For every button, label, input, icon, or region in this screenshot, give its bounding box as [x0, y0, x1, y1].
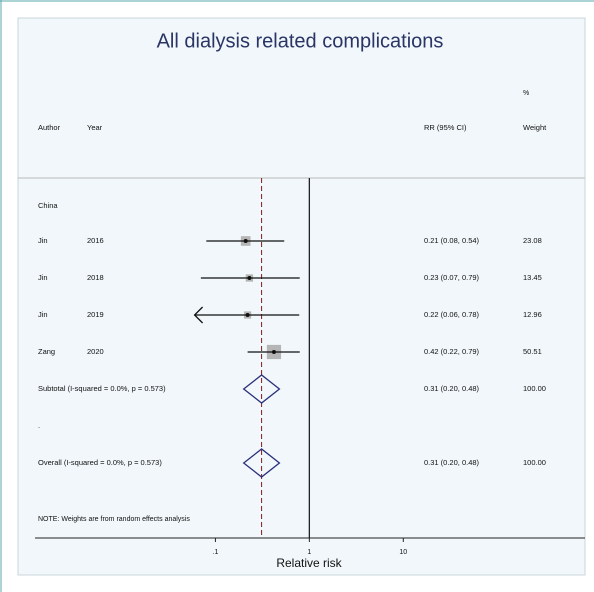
- subtotal-label: Subtotal (I-squared = 0.0%, p = 0.573): [38, 384, 166, 393]
- study-year: 2018: [87, 273, 104, 282]
- point-estimate: [271, 350, 276, 354]
- group-label: China: [38, 201, 58, 210]
- study-year: 2019: [87, 310, 104, 319]
- study-year: 2020: [87, 347, 104, 356]
- pooled-diamond: [242, 374, 281, 404]
- x-tick-label: 1: [307, 549, 311, 556]
- panel: [17, 17, 586, 576]
- study-weight: 12.96: [523, 310, 542, 319]
- weight-unit: %: [523, 90, 529, 97]
- study-rr: 0.21 (0.08, 0.54): [424, 236, 480, 245]
- x-axis-label: Relative risk: [276, 556, 342, 570]
- study-weight: 50.51: [523, 347, 542, 356]
- note: NOTE: Weights are from random effects an…: [38, 516, 190, 523]
- study-weight: 13.45: [523, 273, 542, 282]
- study-rr: 0.22 (0.06, 0.78): [424, 310, 480, 319]
- overall-label: Overall (I-squared = 0.0%, p = 0.573): [38, 458, 162, 467]
- header-author: Author: [38, 123, 61, 132]
- study-author: Jin: [38, 310, 48, 319]
- x-tick-label: .1: [213, 549, 219, 556]
- ci-arrow: [193, 306, 204, 324]
- point-estimate: [245, 313, 250, 317]
- subtotal-rr: 0.31 (0.20, 0.48): [424, 384, 480, 393]
- header-rr: RR (95% CI): [424, 123, 467, 132]
- study-author: Jin: [38, 273, 48, 282]
- header-year: Year: [87, 123, 103, 132]
- overall-rr: 0.31 (0.20, 0.48): [424, 458, 480, 467]
- study-author: Zang: [38, 347, 55, 356]
- point-estimate: [247, 276, 252, 280]
- spacer: .: [38, 421, 40, 430]
- overall-weight: 100.00: [523, 458, 546, 467]
- pooled-diamond: [242, 448, 281, 478]
- study-rr: 0.23 (0.07, 0.79): [424, 273, 480, 282]
- header-weight: Weight: [523, 123, 547, 132]
- chart-title: All dialysis related complications: [157, 30, 444, 52]
- subtotal-weight: 100.00: [523, 384, 546, 393]
- study-rr: 0.42 (0.22, 0.79): [424, 347, 480, 356]
- study-year: 2016: [87, 236, 104, 245]
- study-weight: 23.08: [523, 236, 542, 245]
- point-estimate: [243, 239, 248, 243]
- study-author: Jin: [38, 236, 48, 245]
- x-tick-label: 10: [399, 549, 407, 556]
